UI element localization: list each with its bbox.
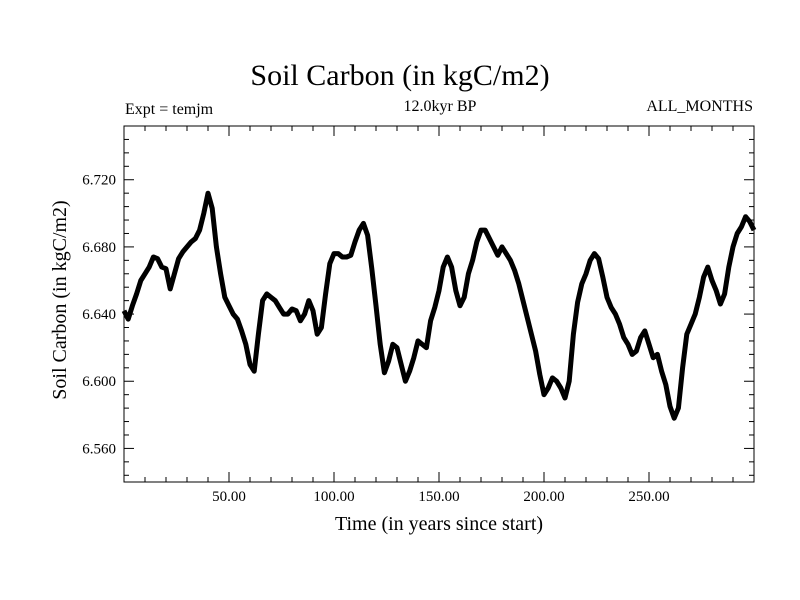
experiment-label: Expt = temjm [125,101,214,118]
y-tick-label: 6.560 [82,441,116,457]
x-tick-label: 200.00 [523,489,564,505]
y-tick-label: 6.680 [82,240,116,256]
tick-labels: 50.00 100.00 150.00 200.00 250.00 6.560 6.600 6… [82,173,669,505]
x-tick-label: 250.00 [628,489,669,505]
y-tick-label: 6.720 [82,173,116,189]
x-axis-label: Time (in years since start) [334,513,544,535]
series-layer [121,190,757,421]
x-tick-label: 50.00 [212,489,246,505]
plot-frame [123,125,755,483]
x-tick-label: 150.00 [418,489,459,505]
period-label: 12.0kyr BP [403,98,477,115]
months-label: ALL_MONTHS [646,98,753,115]
x-tick-label: 100.00 [313,489,354,505]
tick-marks [124,126,754,482]
y-tick-label: 6.600 [82,374,116,390]
y-axis-label: Soil Carbon (in kgC/m2) [49,200,71,400]
series-line-0 [121,190,757,421]
chart-title: Soil Carbon (in kgC/m2) [250,59,550,92]
y-tick-label: 6.640 [82,307,116,323]
